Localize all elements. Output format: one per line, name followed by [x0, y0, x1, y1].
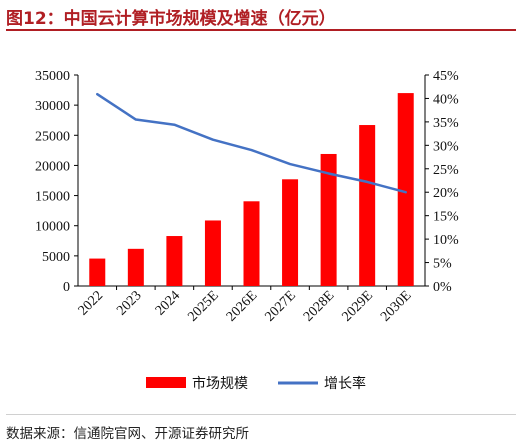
bar — [166, 236, 183, 286]
left-tick-label: 5000 — [42, 250, 70, 265]
bar — [359, 125, 376, 286]
bar — [320, 153, 337, 286]
chart-area: 0 5000 10000 15000 20000 25000 30000 35000 0% 5% 1… — [35, 69, 459, 392]
left-tick-label: 10000 — [35, 220, 70, 235]
left-tick-label: 20000 — [35, 159, 70, 174]
legend-label-line: 增长率 — [324, 375, 366, 392]
right-tick-label: 30% — [433, 139, 459, 154]
bar — [127, 248, 144, 286]
right-tick-label: 20% — [433, 186, 459, 201]
x-tick-label: 2029E — [340, 288, 376, 324]
right-tick-label: 10% — [433, 233, 459, 248]
title-rule — [6, 29, 516, 31]
source-note: 数据来源：信通院官网、开源证券研究所 — [6, 426, 249, 442]
x-tick-label: 2023 — [114, 288, 144, 318]
bar — [282, 179, 299, 286]
x-tick-label: 2028E — [301, 288, 337, 324]
right-tick-label: 0% — [433, 280, 452, 295]
right-tick-label: 45% — [433, 69, 459, 84]
source-rule — [6, 414, 516, 415]
right-tick-label: 40% — [433, 92, 459, 107]
bar — [243, 201, 260, 286]
left-tick-label: 30000 — [35, 99, 70, 114]
legend-swatch-bar — [146, 377, 186, 388]
left-tick-label: 25000 — [35, 129, 70, 144]
left-tick-label: 0 — [63, 280, 70, 295]
bar — [397, 93, 414, 286]
right-tick-label: 15% — [433, 210, 459, 225]
bar — [89, 258, 106, 286]
right-tick-label: 25% — [433, 163, 459, 178]
figure-title: 图12：中国云计算市场规模及增速（亿元） — [6, 9, 336, 29]
legend-label-bar: 市场规模 — [192, 375, 248, 392]
left-tick-label: 35000 — [35, 69, 70, 84]
x-tick-label: 2022 — [76, 288, 106, 318]
right-tick-label: 35% — [433, 116, 459, 131]
x-tick-label: 2025E — [185, 288, 221, 324]
left-tick-label: 15000 — [35, 190, 70, 205]
x-tick-label: 2026E — [224, 288, 260, 324]
right-tick-label: 5% — [433, 257, 452, 272]
bar — [204, 220, 221, 286]
x-tick-label: 2024 — [153, 288, 183, 318]
x-tick-label: 2027E — [262, 288, 298, 324]
x-tick-label: 2030E — [378, 288, 414, 324]
growth-line — [96, 92, 407, 194]
